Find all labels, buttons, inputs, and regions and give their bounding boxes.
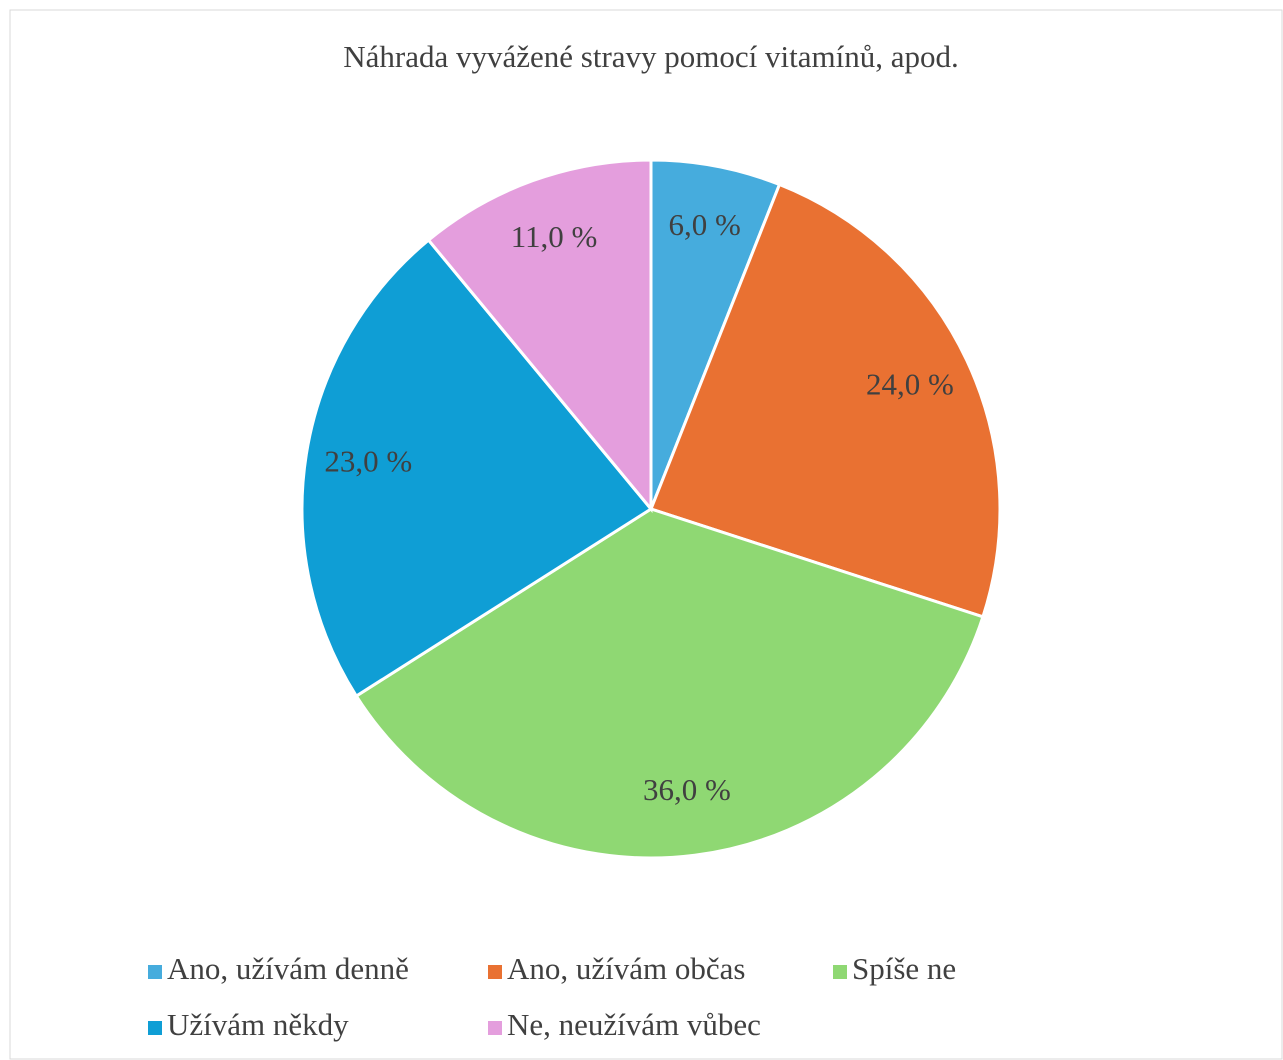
data-label: 6,0 % xyxy=(668,207,740,242)
legend-swatch xyxy=(148,965,162,979)
pie-slice xyxy=(649,158,782,510)
pie-slice xyxy=(300,237,654,699)
legend-swatch xyxy=(488,1021,502,1035)
legend-label: Spíše ne xyxy=(852,951,956,986)
legend-label: Ano, užívám denně xyxy=(167,951,409,986)
pie-slice xyxy=(426,158,653,514)
legend-swatch xyxy=(488,965,502,979)
data-label: 24,0 % xyxy=(866,366,954,401)
data-label: 11,0 % xyxy=(511,219,598,254)
data-label: 23,0 % xyxy=(324,443,412,478)
data-label: 36,0 % xyxy=(643,772,731,807)
legend-swatch xyxy=(833,965,847,979)
legend-swatch xyxy=(148,1021,162,1035)
legend-label: Ano, užívám občas xyxy=(507,951,745,986)
legend-label: Užívám někdy xyxy=(167,1007,349,1042)
pie-slice xyxy=(649,182,1002,619)
legend-label: Ne, neužívám vůbec xyxy=(507,1007,761,1042)
chart-title: Náhrada vyvážené stravy pomocí vitamínů,… xyxy=(343,39,959,74)
pie-slice xyxy=(354,507,985,860)
